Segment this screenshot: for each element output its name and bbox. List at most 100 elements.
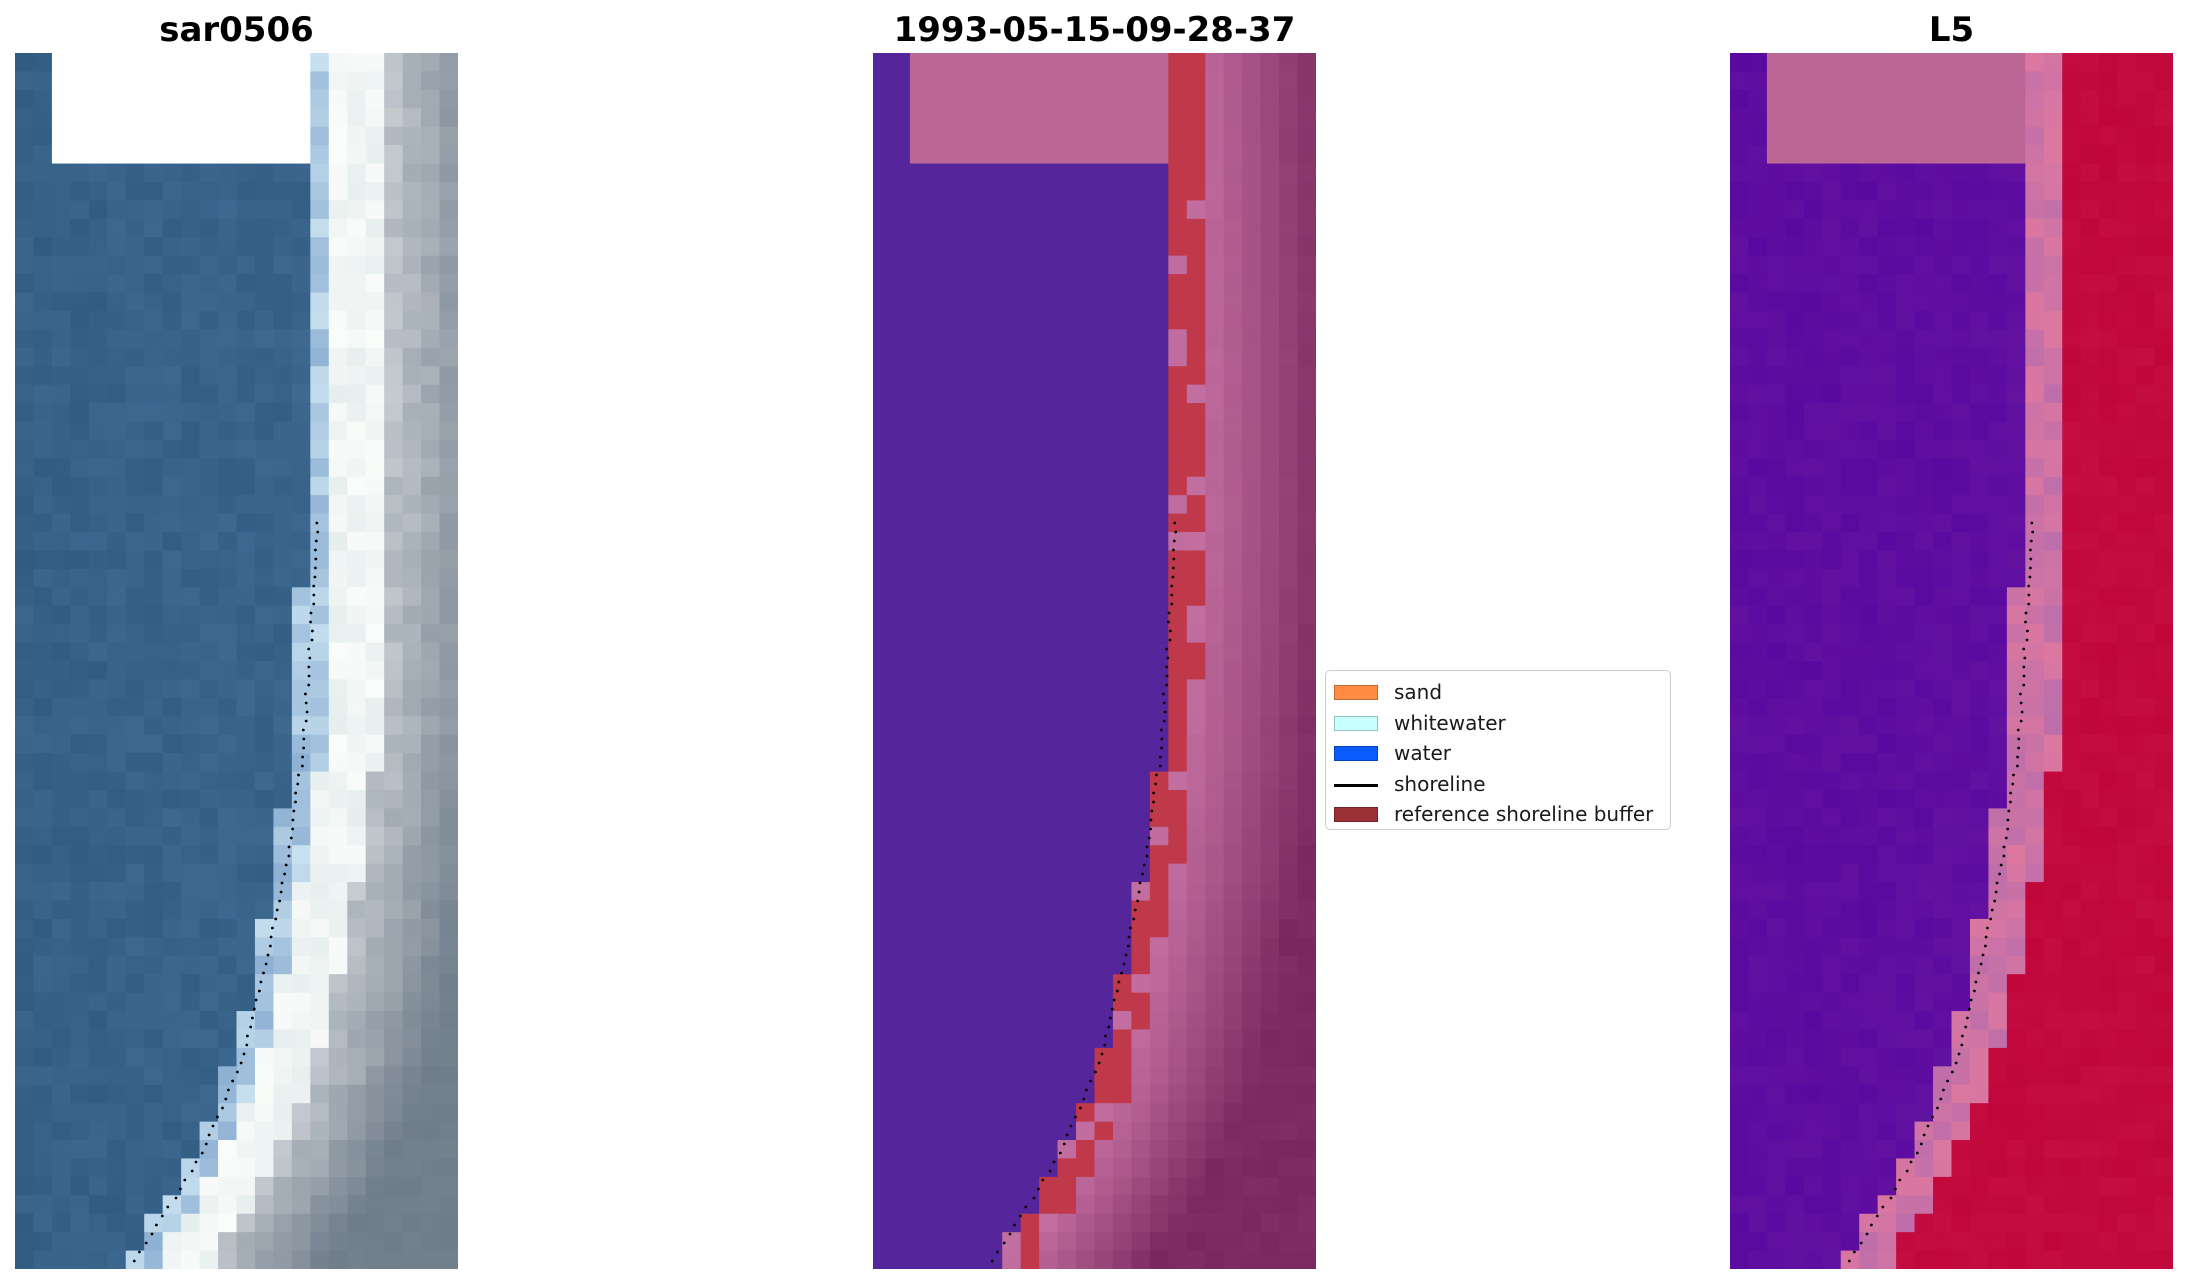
- legend-item-shoreline: shoreline: [1326, 769, 1670, 800]
- shoreline-point: [1172, 548, 1175, 552]
- shoreline-point: [1104, 1034, 1107, 1038]
- shoreline-point: [2029, 566, 2032, 570]
- shoreline-point: [2016, 728, 2020, 732]
- shoreline-point: [1013, 1223, 1016, 1227]
- shoreline-point: [314, 548, 317, 552]
- shoreline-point: [174, 1196, 178, 1200]
- shoreline-point: [1173, 521, 1177, 525]
- shoreline-point: [2024, 620, 2027, 624]
- shoreline-point: [269, 944, 272, 948]
- shoreline-point: [278, 899, 281, 903]
- shoreline-point: [1919, 1142, 1923, 1146]
- shoreline-point: [266, 953, 270, 957]
- shoreline-point: [2031, 530, 2035, 534]
- mndwi-image: [1730, 53, 2173, 1269]
- shoreline-point: [1120, 971, 1123, 975]
- shoreline-point: [221, 1106, 224, 1110]
- shoreline-point: [166, 1205, 170, 1209]
- shoreline-point: [304, 719, 308, 723]
- shoreline-point: [2027, 593, 2031, 597]
- shoreline-point: [236, 1070, 239, 1074]
- shoreline-point: [1160, 737, 1164, 741]
- shoreline-point: [1167, 611, 1171, 615]
- shoreline-point: [231, 1079, 235, 1083]
- shoreline-point: [1089, 1079, 1092, 1083]
- shoreline-point: [307, 647, 311, 651]
- shoreline-point: [1167, 620, 1170, 624]
- shoreline-point: [1995, 881, 1999, 885]
- shoreline-point: [304, 692, 307, 696]
- shoreline-point: [2016, 755, 2019, 759]
- shoreline-point: [1162, 719, 1166, 723]
- shoreline-point: [2030, 521, 2034, 525]
- shoreline-point: [301, 728, 305, 732]
- shoreline-point: [1936, 1106, 1939, 1110]
- shoreline-point: [2011, 782, 2015, 786]
- shoreline-line-icon: [1334, 783, 1378, 787]
- shoreline-point: [1165, 683, 1169, 687]
- shoreline-point: [1142, 863, 1146, 867]
- shoreline-point: [2027, 602, 2031, 606]
- classified-image: [873, 53, 1316, 1269]
- shoreline-point: [1909, 1160, 1913, 1164]
- shoreline-point: [254, 998, 258, 1002]
- shoreline-point: [1170, 593, 1174, 597]
- shoreline-point: [292, 809, 296, 813]
- shoreline-point: [2019, 701, 2023, 705]
- shoreline-point: [1110, 1007, 1114, 1011]
- classified-image-panel: [873, 53, 1316, 1269]
- shoreline-point: [302, 746, 305, 750]
- shoreline-point: [310, 638, 314, 642]
- shoreline-point: [1137, 890, 1141, 894]
- shoreline-point: [1145, 854, 1149, 858]
- shoreline-point: [2019, 719, 2023, 723]
- shoreline-point: [1172, 539, 1176, 543]
- shoreline-point: [312, 593, 316, 597]
- shoreline-point: [291, 827, 294, 831]
- shoreline-point: [1994, 890, 1998, 894]
- shoreline-point: [1117, 980, 1121, 984]
- shoreline-point: [1986, 926, 1989, 930]
- shoreline-point: [1957, 1052, 1961, 1056]
- shoreline-point: [183, 1178, 187, 1182]
- shoreline-point: [313, 575, 317, 579]
- shoreline-point: [1041, 1178, 1045, 1182]
- shoreline-point: [1159, 728, 1163, 732]
- shoreline-point: [2019, 692, 2022, 696]
- shoreline-point: [307, 674, 311, 678]
- shoreline-point: [1166, 656, 1170, 660]
- shoreline-point: [1946, 1079, 1949, 1083]
- shoreline-point: [1174, 530, 1178, 534]
- shoreline-point: [1922, 1133, 1926, 1137]
- shoreline-point: [1141, 872, 1144, 876]
- shoreline-point: [2007, 809, 2011, 813]
- legend-label-whitewater: whitewater: [1394, 710, 1506, 735]
- shoreline-point: [1853, 1250, 1856, 1254]
- shoreline-point: [1993, 899, 1996, 903]
- shoreline-point: [1145, 845, 1149, 849]
- shoreline-point: [1961, 1034, 1964, 1038]
- shoreline-point: [1129, 926, 1132, 930]
- shoreline-point: [1124, 953, 1128, 957]
- shoreline-point: [2004, 836, 2008, 840]
- shoreline-point: [1074, 1115, 1077, 1119]
- shoreline-point: [1169, 629, 1172, 633]
- shoreline-point: [1905, 1169, 1909, 1173]
- shoreline-point: [1058, 1151, 1062, 1155]
- shoreline-point: [1154, 782, 1158, 786]
- shoreline-point: [2022, 683, 2026, 687]
- shoreline-point: [1149, 827, 1152, 831]
- shoreline-point: [211, 1124, 215, 1128]
- shoreline-point: [190, 1169, 194, 1173]
- shoreline-point: [262, 971, 265, 975]
- shoreline-point: [224, 1097, 228, 1101]
- shoreline-point: [2020, 710, 2024, 714]
- shoreline-point: [1974, 980, 1978, 984]
- shoreline-point: [132, 1259, 136, 1263]
- reference-buffer-swatch-icon: [1334, 807, 1378, 822]
- legend-item-sand: sand: [1326, 677, 1670, 708]
- shoreline-point: [204, 1142, 208, 1146]
- shoreline-point: [297, 773, 300, 777]
- shoreline-point: [1150, 809, 1154, 813]
- shoreline-point: [1847, 1259, 1851, 1263]
